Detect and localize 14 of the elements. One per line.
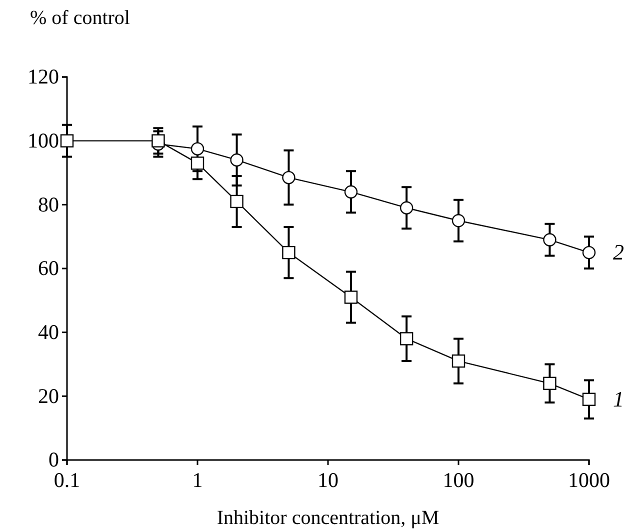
y-tick-label: 40 <box>38 320 59 344</box>
y-tick-label: 80 <box>38 192 59 216</box>
y-tick-label: 20 <box>38 384 59 408</box>
x-tick-label: 1 <box>192 468 203 492</box>
x-axis-title: Inhibitor concentration, μM <box>216 507 440 529</box>
series-label: 1 <box>613 386 624 412</box>
series-label: 2 <box>613 240 624 265</box>
y-tick-label: 100 <box>28 128 59 153</box>
y-tick-label: 60 <box>38 256 59 280</box>
x-tick-label: 100 <box>442 468 474 492</box>
x-tick-label: 1000 <box>568 468 610 492</box>
y-tick-label: 120 <box>28 64 59 89</box>
y-axis-title: % of control <box>30 7 130 29</box>
x-tick-label: 10 <box>318 468 338 492</box>
